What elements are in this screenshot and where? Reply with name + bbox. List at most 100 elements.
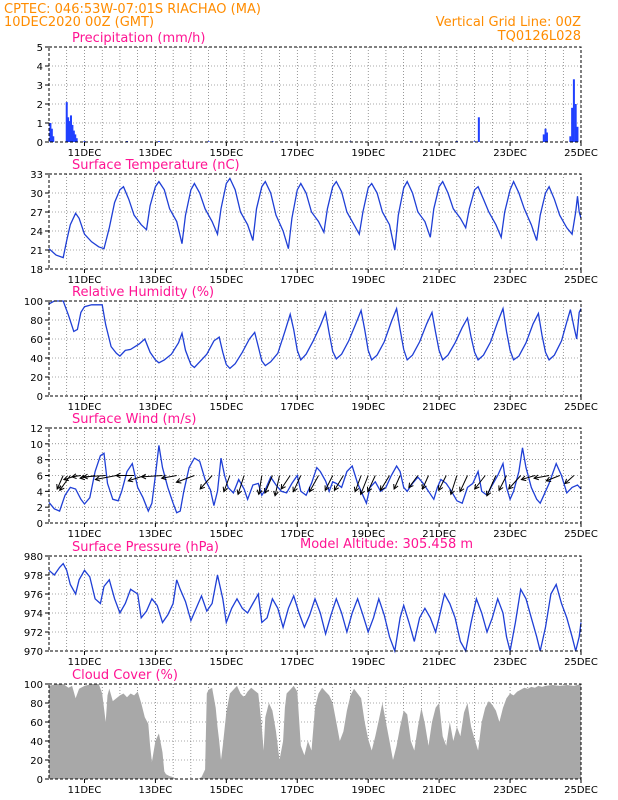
wind-xtick-label: 17DEC xyxy=(280,529,314,540)
temp-xtick-label: 21DEC xyxy=(422,275,456,286)
cloud-ytick-label: 40 xyxy=(30,737,43,748)
wind-arrow xyxy=(450,475,458,495)
temp-panel: 18 21 24 27 30 33 Surface Temperature (nC) 11DE… xyxy=(30,158,598,286)
precip-bar xyxy=(75,138,78,142)
precip-xtick-label: 21DEC xyxy=(422,148,456,159)
wind-arrow xyxy=(360,475,369,495)
precip-bar xyxy=(69,115,72,142)
rh-ytick-label: 0 xyxy=(37,392,43,403)
wind-arrowhead xyxy=(127,476,134,483)
precip-ytick-label: 3 xyxy=(37,81,43,92)
precip-bar xyxy=(52,136,55,142)
rh-xtick-label: 19DEC xyxy=(351,402,385,413)
wind-arrowhead xyxy=(160,474,167,481)
wind-xtick-label: 11DEC xyxy=(68,529,102,540)
precip-xtick-label: 19DEC xyxy=(351,148,385,159)
pressure-xtick-label: 15DEC xyxy=(209,657,243,668)
wind-arrowhead xyxy=(309,486,315,493)
rh-ytick-label: 20 xyxy=(30,373,43,384)
precip-bar xyxy=(49,123,52,142)
wind-arrowhead xyxy=(421,483,427,490)
wind-arrowhead xyxy=(115,472,121,479)
rh-xtick-label: 25DEC xyxy=(564,402,598,413)
wind-arrowhead xyxy=(140,473,147,480)
cloud-xtick-label: 11DEC xyxy=(68,785,102,796)
wind-arrow xyxy=(521,475,536,481)
precip-frame xyxy=(48,46,582,143)
wind-arrowhead xyxy=(263,488,270,495)
precip-bar xyxy=(571,107,574,142)
wind-arrowhead xyxy=(485,490,492,497)
rh-xtick-label: 21DEC xyxy=(422,402,456,413)
precip-bar xyxy=(65,102,68,142)
wind-arrow xyxy=(71,475,81,478)
cloud-xtick-label: 17DEC xyxy=(280,785,314,796)
wind-arrow xyxy=(161,475,177,479)
wind-arrow xyxy=(199,475,213,490)
precip-bar xyxy=(473,141,476,142)
wind-arrowhead xyxy=(508,484,514,490)
cloud-ytick-label: 60 xyxy=(30,718,43,729)
wind-arrowhead xyxy=(175,478,182,484)
wind-arrowhead xyxy=(94,475,101,482)
precip-bar xyxy=(71,124,74,142)
wind-arrowhead xyxy=(79,474,86,481)
wind-arrowhead xyxy=(333,485,339,492)
wind-arrow xyxy=(237,475,245,495)
wind-arrow xyxy=(258,475,263,495)
wind-arrowhead xyxy=(359,489,365,496)
precip-bar xyxy=(72,130,75,142)
wind-arrowhead xyxy=(379,485,386,492)
wind-arrowhead xyxy=(393,483,399,490)
wind-arrow xyxy=(422,475,429,490)
rh-xtick-label: 13DEC xyxy=(139,402,173,413)
pressure-xtick-label: 19DEC xyxy=(351,657,385,668)
header-location: CPTEC: 046:53W-07:01S RIACHAO (MA) xyxy=(4,2,261,17)
wind-arrow xyxy=(508,475,522,490)
pressure-ytick-label: 978 xyxy=(24,571,43,582)
wind-arrowhead xyxy=(324,485,330,492)
wind-arrowhead xyxy=(62,475,69,482)
rh-ytick-label: 60 xyxy=(30,335,43,346)
pressure-title: Surface Pressure (hPa) xyxy=(72,540,219,555)
wind-xtick-label: 23DEC xyxy=(493,529,527,540)
precip-bar xyxy=(542,134,545,142)
temp-ytick-label: 18 xyxy=(30,265,43,276)
cloud-xtick-label: 13DEC xyxy=(139,785,173,796)
precip-panel: 0 1 2 3 4 5 Precipitation (mm/h) 11DEC 13DEC 15DE… xyxy=(37,31,598,159)
wind-arrow xyxy=(393,475,401,490)
header-grid-note: Vertical Grid Line: 00Z xyxy=(436,15,581,30)
rh-frame xyxy=(48,300,582,397)
pressure-xtick-label: 23DEC xyxy=(493,657,527,668)
temp-xtick-label: 15DEC xyxy=(209,275,243,286)
wind-arrowhead xyxy=(533,474,539,481)
temp-xtick-label: 23DEC xyxy=(493,275,527,286)
wind-arrow xyxy=(498,475,507,491)
cloud-xtick-label: 21DEC xyxy=(422,785,456,796)
cloud-frame xyxy=(48,683,582,780)
wind-ytick-label: 10 xyxy=(30,440,43,451)
wind-arrow xyxy=(533,475,550,479)
precip-xtick-label: 23DEC xyxy=(493,148,527,159)
precip-xtick-label: 13DEC xyxy=(139,148,173,159)
precip-bar xyxy=(157,141,160,142)
temp-xtick-label: 25DEC xyxy=(564,275,598,286)
model-altitude-label: Model Altitude: 305.458 m xyxy=(300,537,473,552)
precip-bar xyxy=(50,128,53,142)
wind-arrow xyxy=(292,475,302,492)
wind-arrowhead xyxy=(280,483,286,490)
rh-ytick-label: 100 xyxy=(24,297,43,308)
temp-line xyxy=(48,177,582,259)
cloud-ytick-label: 100 xyxy=(24,680,43,691)
precip-ytick-label: 2 xyxy=(37,100,43,111)
wind-arrow xyxy=(223,475,231,492)
temp-title: Surface Temperature (nC) xyxy=(72,158,240,173)
cloud-xtick-label: 25DEC xyxy=(564,785,598,796)
pressure-line xyxy=(48,562,582,654)
wind-arrowhead xyxy=(449,489,455,496)
wind-arrow xyxy=(264,475,273,494)
precip-xtick-label: 15DEC xyxy=(209,148,243,159)
wind-arrowhead xyxy=(498,485,504,492)
wind-arrowhead xyxy=(408,482,414,489)
